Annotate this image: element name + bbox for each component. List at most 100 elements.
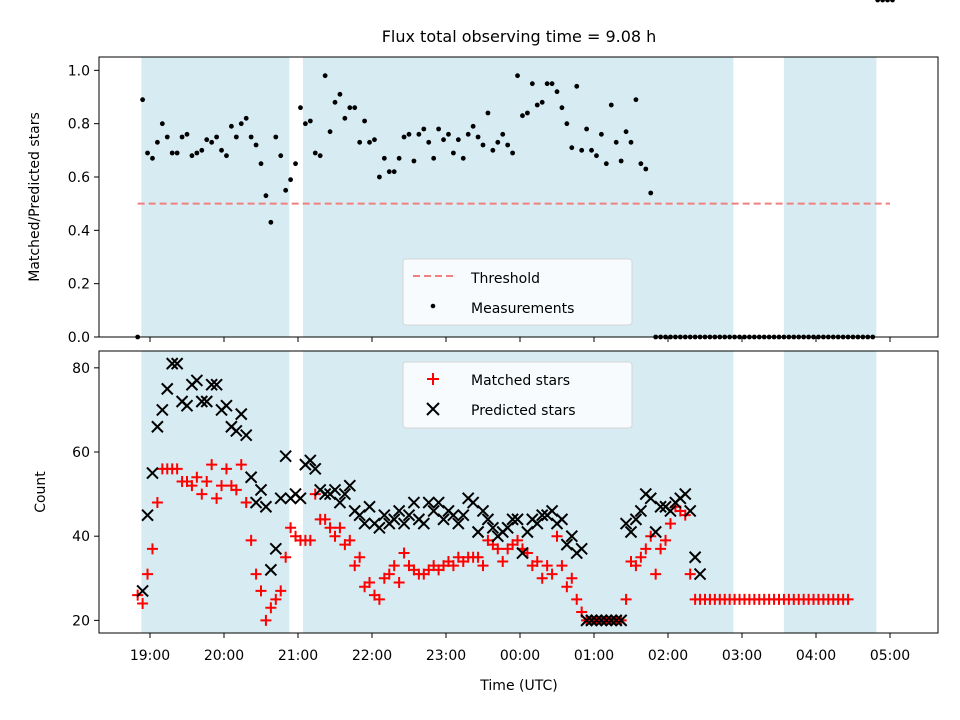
measurement-point bbox=[890, 0, 895, 3]
measurement-point bbox=[525, 110, 530, 116]
matched-star-point bbox=[388, 560, 400, 572]
predicted-star-point bbox=[165, 357, 179, 370]
measurement-point bbox=[579, 147, 585, 153]
x-tick-label: 19:00 bbox=[130, 648, 170, 664]
measurement-point bbox=[179, 134, 185, 140]
matched-star-point bbox=[324, 522, 336, 534]
measurement-point bbox=[347, 105, 353, 111]
measurement-point bbox=[613, 139, 619, 145]
predicted-star-point bbox=[274, 492, 287, 505]
matched-star-point bbox=[472, 551, 484, 563]
predicted-star-point bbox=[378, 508, 391, 522]
predicted-star-point bbox=[161, 382, 174, 396]
measurement-point bbox=[564, 121, 570, 127]
predicted-star-point bbox=[269, 542, 283, 556]
measurement-point bbox=[322, 73, 328, 79]
measurement-point bbox=[490, 147, 496, 153]
measurement-point bbox=[455, 137, 461, 143]
matched-star-point bbox=[364, 576, 376, 588]
matched-star-point bbox=[240, 497, 252, 509]
matched-star-point bbox=[536, 572, 548, 584]
measurement-point bbox=[362, 118, 367, 124]
matched-star-point bbox=[664, 518, 676, 530]
matched-star-point bbox=[230, 484, 242, 496]
measurement-point bbox=[510, 150, 515, 156]
matched-star-point bbox=[191, 471, 203, 483]
predicted-star-point bbox=[387, 513, 401, 526]
matched-star-point bbox=[265, 602, 277, 614]
matched-star-point bbox=[398, 547, 410, 559]
measurement-point bbox=[312, 150, 318, 156]
measurement-point bbox=[421, 126, 427, 132]
bottom-panel-ylabel: Count bbox=[33, 471, 49, 513]
bottom-panel-frame bbox=[98, 350, 939, 634]
measurement-point bbox=[298, 105, 303, 111]
legend-measurements-label: Measurements bbox=[471, 301, 574, 317]
measurement-point bbox=[357, 139, 363, 145]
predicted-star-point bbox=[531, 517, 544, 530]
y-tick-label: 0.0 bbox=[68, 330, 90, 346]
matched-star-point bbox=[206, 459, 218, 471]
predicted-star-point bbox=[397, 517, 411, 530]
predicted-star-point bbox=[259, 500, 273, 513]
predicted-star-point bbox=[220, 399, 233, 412]
predicted-star-point bbox=[476, 504, 490, 518]
measurement-point bbox=[307, 118, 313, 124]
top-legend: Threshold Measurements bbox=[402, 258, 633, 326]
measurement-point bbox=[515, 73, 520, 79]
predicted-star-point bbox=[254, 483, 268, 497]
measurement-point bbox=[584, 126, 589, 132]
measurement-point bbox=[283, 187, 289, 193]
predicted-star-point bbox=[457, 508, 470, 522]
measurement-point bbox=[229, 123, 234, 129]
measurement-point bbox=[431, 155, 437, 161]
measurement-point bbox=[470, 123, 476, 129]
matched-star-point bbox=[684, 568, 696, 580]
measurement-point bbox=[243, 115, 249, 121]
matched-star-point bbox=[531, 555, 543, 567]
measurement-point bbox=[396, 155, 402, 161]
matched-star-point bbox=[319, 513, 331, 525]
top-panel: 0.0 0.2 0.4 0.6 0.8 1.0 Matched/Predicted sta… bbox=[27, 0, 939, 346]
matched-star-point bbox=[512, 534, 524, 546]
matched-star-point bbox=[635, 551, 647, 563]
predicted-star-point bbox=[565, 529, 579, 543]
measurement-point bbox=[880, 0, 885, 3]
measurement-point bbox=[164, 134, 170, 140]
x-tick-label: 00:00 bbox=[500, 648, 540, 664]
measurement-point bbox=[451, 150, 456, 156]
predicted-star-point bbox=[353, 508, 366, 522]
measurement-point bbox=[233, 134, 239, 140]
predicted-star-point bbox=[644, 492, 657, 505]
predicted-star-point bbox=[664, 504, 677, 518]
predicted-star-point bbox=[318, 487, 332, 501]
measurement-point bbox=[342, 115, 348, 121]
predicted-star-point bbox=[693, 567, 707, 581]
measurement-point bbox=[150, 155, 155, 161]
measurement-point bbox=[623, 129, 629, 135]
measurement-point bbox=[406, 131, 412, 137]
measurement-point bbox=[599, 131, 604, 137]
bottom-legend: Matched stars Predicted stars bbox=[402, 361, 633, 429]
matched-star-point bbox=[349, 560, 361, 572]
measurement-point bbox=[214, 134, 220, 140]
y-tick-label: 40 bbox=[72, 529, 90, 545]
matched-star-point bbox=[142, 568, 154, 580]
matched-star-point bbox=[280, 551, 292, 563]
matched-star-point bbox=[492, 543, 504, 555]
legend-measurements-swatch bbox=[430, 303, 436, 309]
measurement-point bbox=[495, 139, 501, 145]
predicted-star-point bbox=[585, 614, 598, 627]
matched-star-point bbox=[255, 585, 267, 597]
measurement-point bbox=[155, 139, 160, 145]
predicted-star-point bbox=[600, 614, 613, 627]
matched-star-point bbox=[620, 593, 632, 605]
top-panel-frame bbox=[98, 56, 939, 338]
matched-star-point bbox=[196, 488, 208, 500]
predicted-star-point bbox=[432, 496, 445, 509]
matched-star-point bbox=[566, 572, 578, 584]
matched-star-point bbox=[842, 593, 854, 605]
matched-star-point bbox=[201, 475, 213, 487]
matched-star-point bbox=[151, 497, 163, 509]
predicted-star-point bbox=[180, 399, 194, 412]
